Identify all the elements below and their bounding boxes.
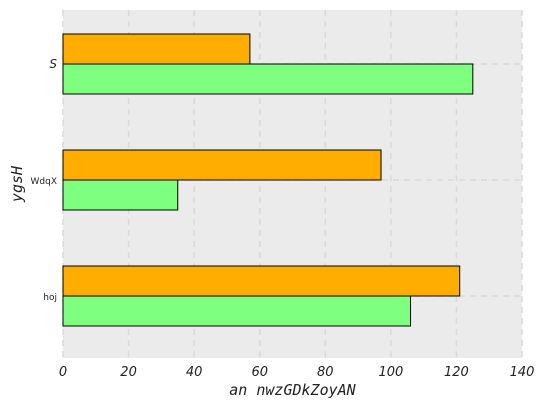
x-ticks: 0 20 40 60 80 100 120 140 xyxy=(59,365,535,380)
x-tick-label: 20 xyxy=(120,365,137,380)
x-tick-label: 40 xyxy=(186,365,203,380)
x-tick-label: 120 xyxy=(444,365,469,380)
x-tick-label: 140 xyxy=(510,365,535,380)
bar-S-series-1 xyxy=(62,33,251,65)
y-ticks: S WdqX hoj xyxy=(31,57,58,303)
y-tick-label: hoj xyxy=(43,293,57,303)
x-tick-label: 0 xyxy=(59,365,67,380)
bar-hoj-series-2 xyxy=(62,295,412,327)
y-tick-label: S xyxy=(49,57,57,71)
x-tick-label: 60 xyxy=(251,365,268,380)
bar-S-series-2 xyxy=(62,63,474,95)
y-tick-label: WdqX xyxy=(31,177,58,187)
x-tick-label: 80 xyxy=(317,365,334,380)
bars xyxy=(62,33,474,327)
bar-hoj-series-1 xyxy=(62,265,461,297)
bar-WdqX-series-2 xyxy=(62,179,179,211)
y-axis-label: ygsH xyxy=(8,165,26,203)
x-axis-label: an nwzGDkZoyAN xyxy=(229,381,356,399)
x-tick-label: 100 xyxy=(378,365,403,380)
bar-WdqX-series-1 xyxy=(62,149,382,181)
